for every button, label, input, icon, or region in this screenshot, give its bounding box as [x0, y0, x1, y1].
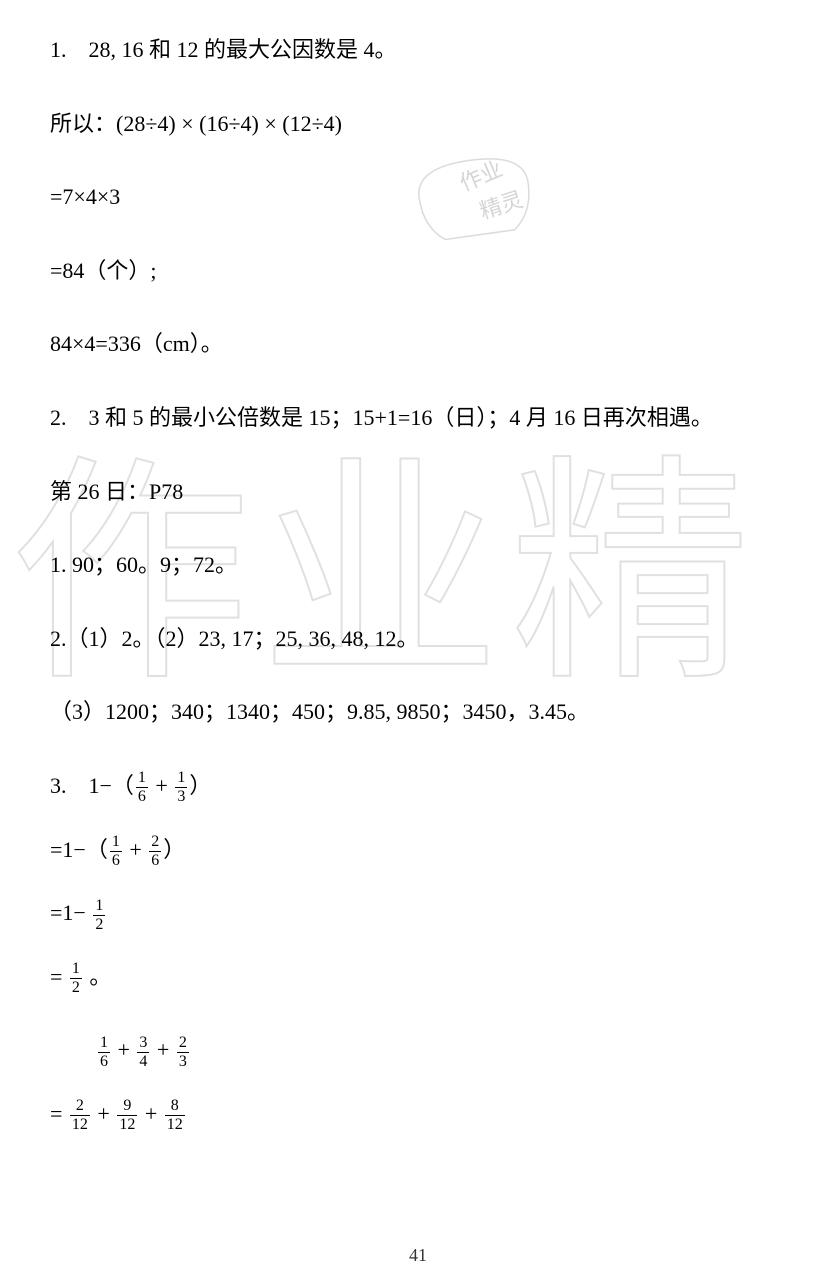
- fraction: 912: [117, 1098, 137, 1133]
- fraction: 12: [70, 961, 82, 996]
- line-11: 3. 1−（16 + 13）: [50, 766, 786, 806]
- text: +: [92, 1101, 115, 1126]
- fraction: 26: [149, 834, 161, 869]
- text: =: [50, 1101, 68, 1126]
- fraction: 13: [175, 770, 187, 805]
- line-1: 1. 28, 16 和 12 的最大公因数是 4。: [50, 30, 786, 70]
- line-6: 2. 3 和 5 的最小公倍数是 15；15+1=16（日）；4 月 16 日再…: [50, 398, 786, 438]
- fraction: 34: [137, 1035, 149, 1070]
- fraction: 812: [165, 1098, 185, 1133]
- fraction: 16: [136, 770, 148, 805]
- text: 。: [84, 964, 112, 989]
- line-3: =7×4×3: [50, 177, 786, 217]
- text: =1−（: [50, 837, 108, 862]
- fraction: 12: [93, 898, 105, 933]
- fraction: 212: [70, 1098, 90, 1133]
- page-number: 41: [409, 1245, 427, 1266]
- text: +: [112, 1037, 135, 1062]
- line-2: 所以：(28÷4) × (16÷4) × (12÷4): [50, 104, 786, 144]
- fraction: 16: [98, 1035, 110, 1070]
- text: ）: [189, 773, 211, 798]
- line-8: 1. 90；60。9；72。: [50, 545, 786, 585]
- fraction: 23: [177, 1035, 189, 1070]
- text: +: [151, 1037, 174, 1062]
- line-5: 84×4=336（cm）。: [50, 324, 786, 364]
- text: +: [139, 1101, 162, 1126]
- line-16: = 212 + 912 + 812: [50, 1094, 786, 1134]
- line-7: 第 26 日：P78: [50, 472, 786, 512]
- line-4: =84（个）;: [50, 251, 786, 291]
- line-14: = 12 。: [50, 957, 786, 997]
- text: +: [150, 773, 173, 798]
- document-content: 1. 28, 16 和 12 的最大公因数是 4。 所以：(28÷4) × (1…: [0, 0, 836, 1188]
- line-12: =1−（16 + 26）: [50, 830, 786, 870]
- text: =1−: [50, 900, 91, 925]
- text: 3. 1−（: [50, 773, 134, 798]
- fraction: 16: [110, 834, 122, 869]
- line-9: 2.（1）2。（2）23, 17；25, 36, 48, 12。: [50, 619, 786, 659]
- text: =: [50, 964, 68, 989]
- line-15: 16 + 34 + 23: [50, 1030, 786, 1070]
- line-13: =1− 12: [50, 893, 786, 933]
- text: ）: [163, 837, 185, 862]
- line-10: （3）1200；340；1340；450；9.85, 9850；3450，3.4…: [50, 692, 786, 732]
- text: +: [124, 837, 147, 862]
